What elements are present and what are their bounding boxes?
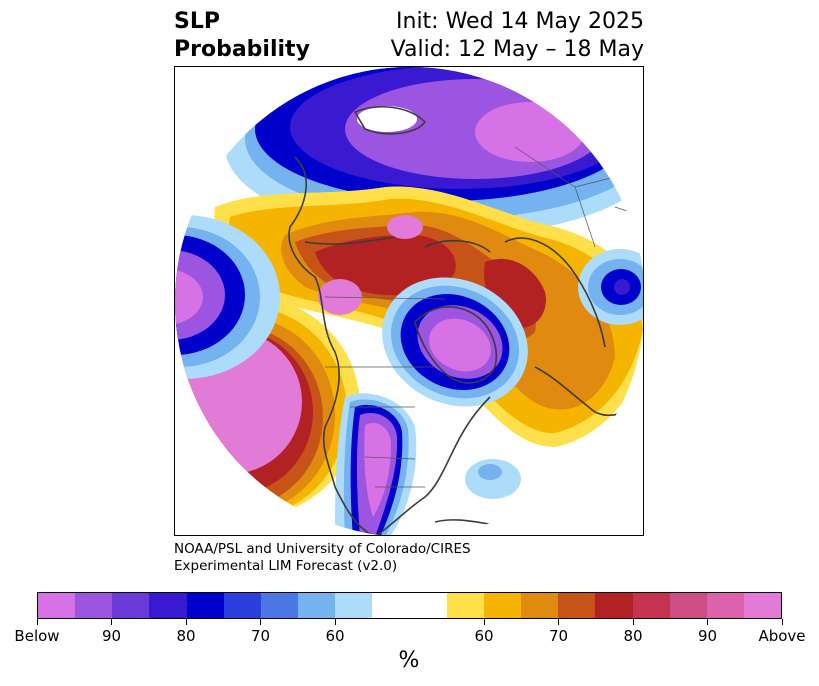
map-panel — [174, 66, 645, 537]
colorbar-segment — [372, 593, 410, 618]
west-low — [175, 215, 280, 379]
colorbar-tick — [483, 619, 485, 625]
borders — [324, 146, 645, 488]
colorbar-segment — [112, 593, 150, 618]
colorbar-segment — [558, 593, 596, 618]
colorbar-segment — [595, 593, 633, 618]
init-date: Init: Wed 14 May 2025 — [396, 9, 644, 34]
colorbar-tick-label: 60 — [474, 627, 494, 645]
title-line-1: SLP — [174, 9, 220, 34]
colorbar-segment — [335, 593, 373, 618]
colorbar-unit: % — [398, 648, 420, 673]
colorbar-tick — [111, 619, 112, 625]
colorbar-segment — [186, 593, 224, 618]
forecast-dates: Init: Wed 14 May 2025 Valid: 12 May – 18… — [391, 8, 644, 64]
colorbar-tick-label: 70 — [548, 627, 569, 645]
title-line-2: Probability — [174, 37, 310, 62]
colorbar-segment — [223, 593, 261, 618]
colorbar-segment — [149, 593, 187, 618]
colorbar-tick-label: 60 — [325, 627, 345, 645]
colorbar-segment — [298, 593, 336, 618]
colorbar-tick — [185, 619, 187, 625]
colorbar-segment — [521, 593, 559, 618]
colorbar-tick — [558, 619, 559, 625]
credit-line-1: NOAA/PSL and University of Colorado/CIRE… — [174, 541, 471, 557]
colorbar-segment — [706, 593, 744, 618]
chart-title: SLP Probability — [174, 8, 310, 64]
probability-field — [175, 67, 645, 537]
colorbar-tick — [707, 619, 708, 625]
valid-range: Valid: 12 May – 18 May — [390, 37, 644, 62]
credit-line-2: Experimental LIM Forecast (v2.0) — [174, 558, 398, 574]
colorbar-tick-label: 80 — [176, 627, 196, 645]
colorbar-segment — [743, 593, 782, 618]
colorbar-tick-label: Above — [758, 627, 806, 645]
colorbar — [37, 592, 782, 619]
colorbar-tick-label: 90 — [697, 627, 718, 645]
colorbar-segment — [260, 593, 299, 618]
na-low — [335, 393, 417, 537]
colorbar-tick-label: 80 — [623, 627, 643, 645]
colorbar-tick — [632, 619, 634, 625]
colorbar-tick-label: Below — [14, 627, 60, 645]
colorbar-tick-label: 90 — [101, 627, 122, 645]
atlantic-low — [465, 459, 521, 499]
colorbar-segment — [409, 593, 447, 618]
colorbar-tick — [781, 619, 783, 625]
colorbar-segment — [669, 593, 707, 618]
colorbar-segment — [75, 593, 113, 618]
colorbar-tick-label: 70 — [250, 627, 271, 645]
colorbar-segment — [483, 593, 522, 618]
credit-text: NOAA/PSL and University of Colorado/CIRE… — [174, 541, 471, 575]
colorbar-segment — [632, 593, 670, 618]
colorbar-tick — [334, 619, 336, 625]
colorbar-tick — [260, 619, 261, 625]
colorbar-tick — [36, 619, 38, 625]
east-low — [578, 249, 645, 325]
polar-map — [175, 67, 645, 537]
colorbar-segment — [446, 593, 484, 618]
colorbar-segment — [38, 593, 76, 618]
central-low — [382, 277, 528, 407]
